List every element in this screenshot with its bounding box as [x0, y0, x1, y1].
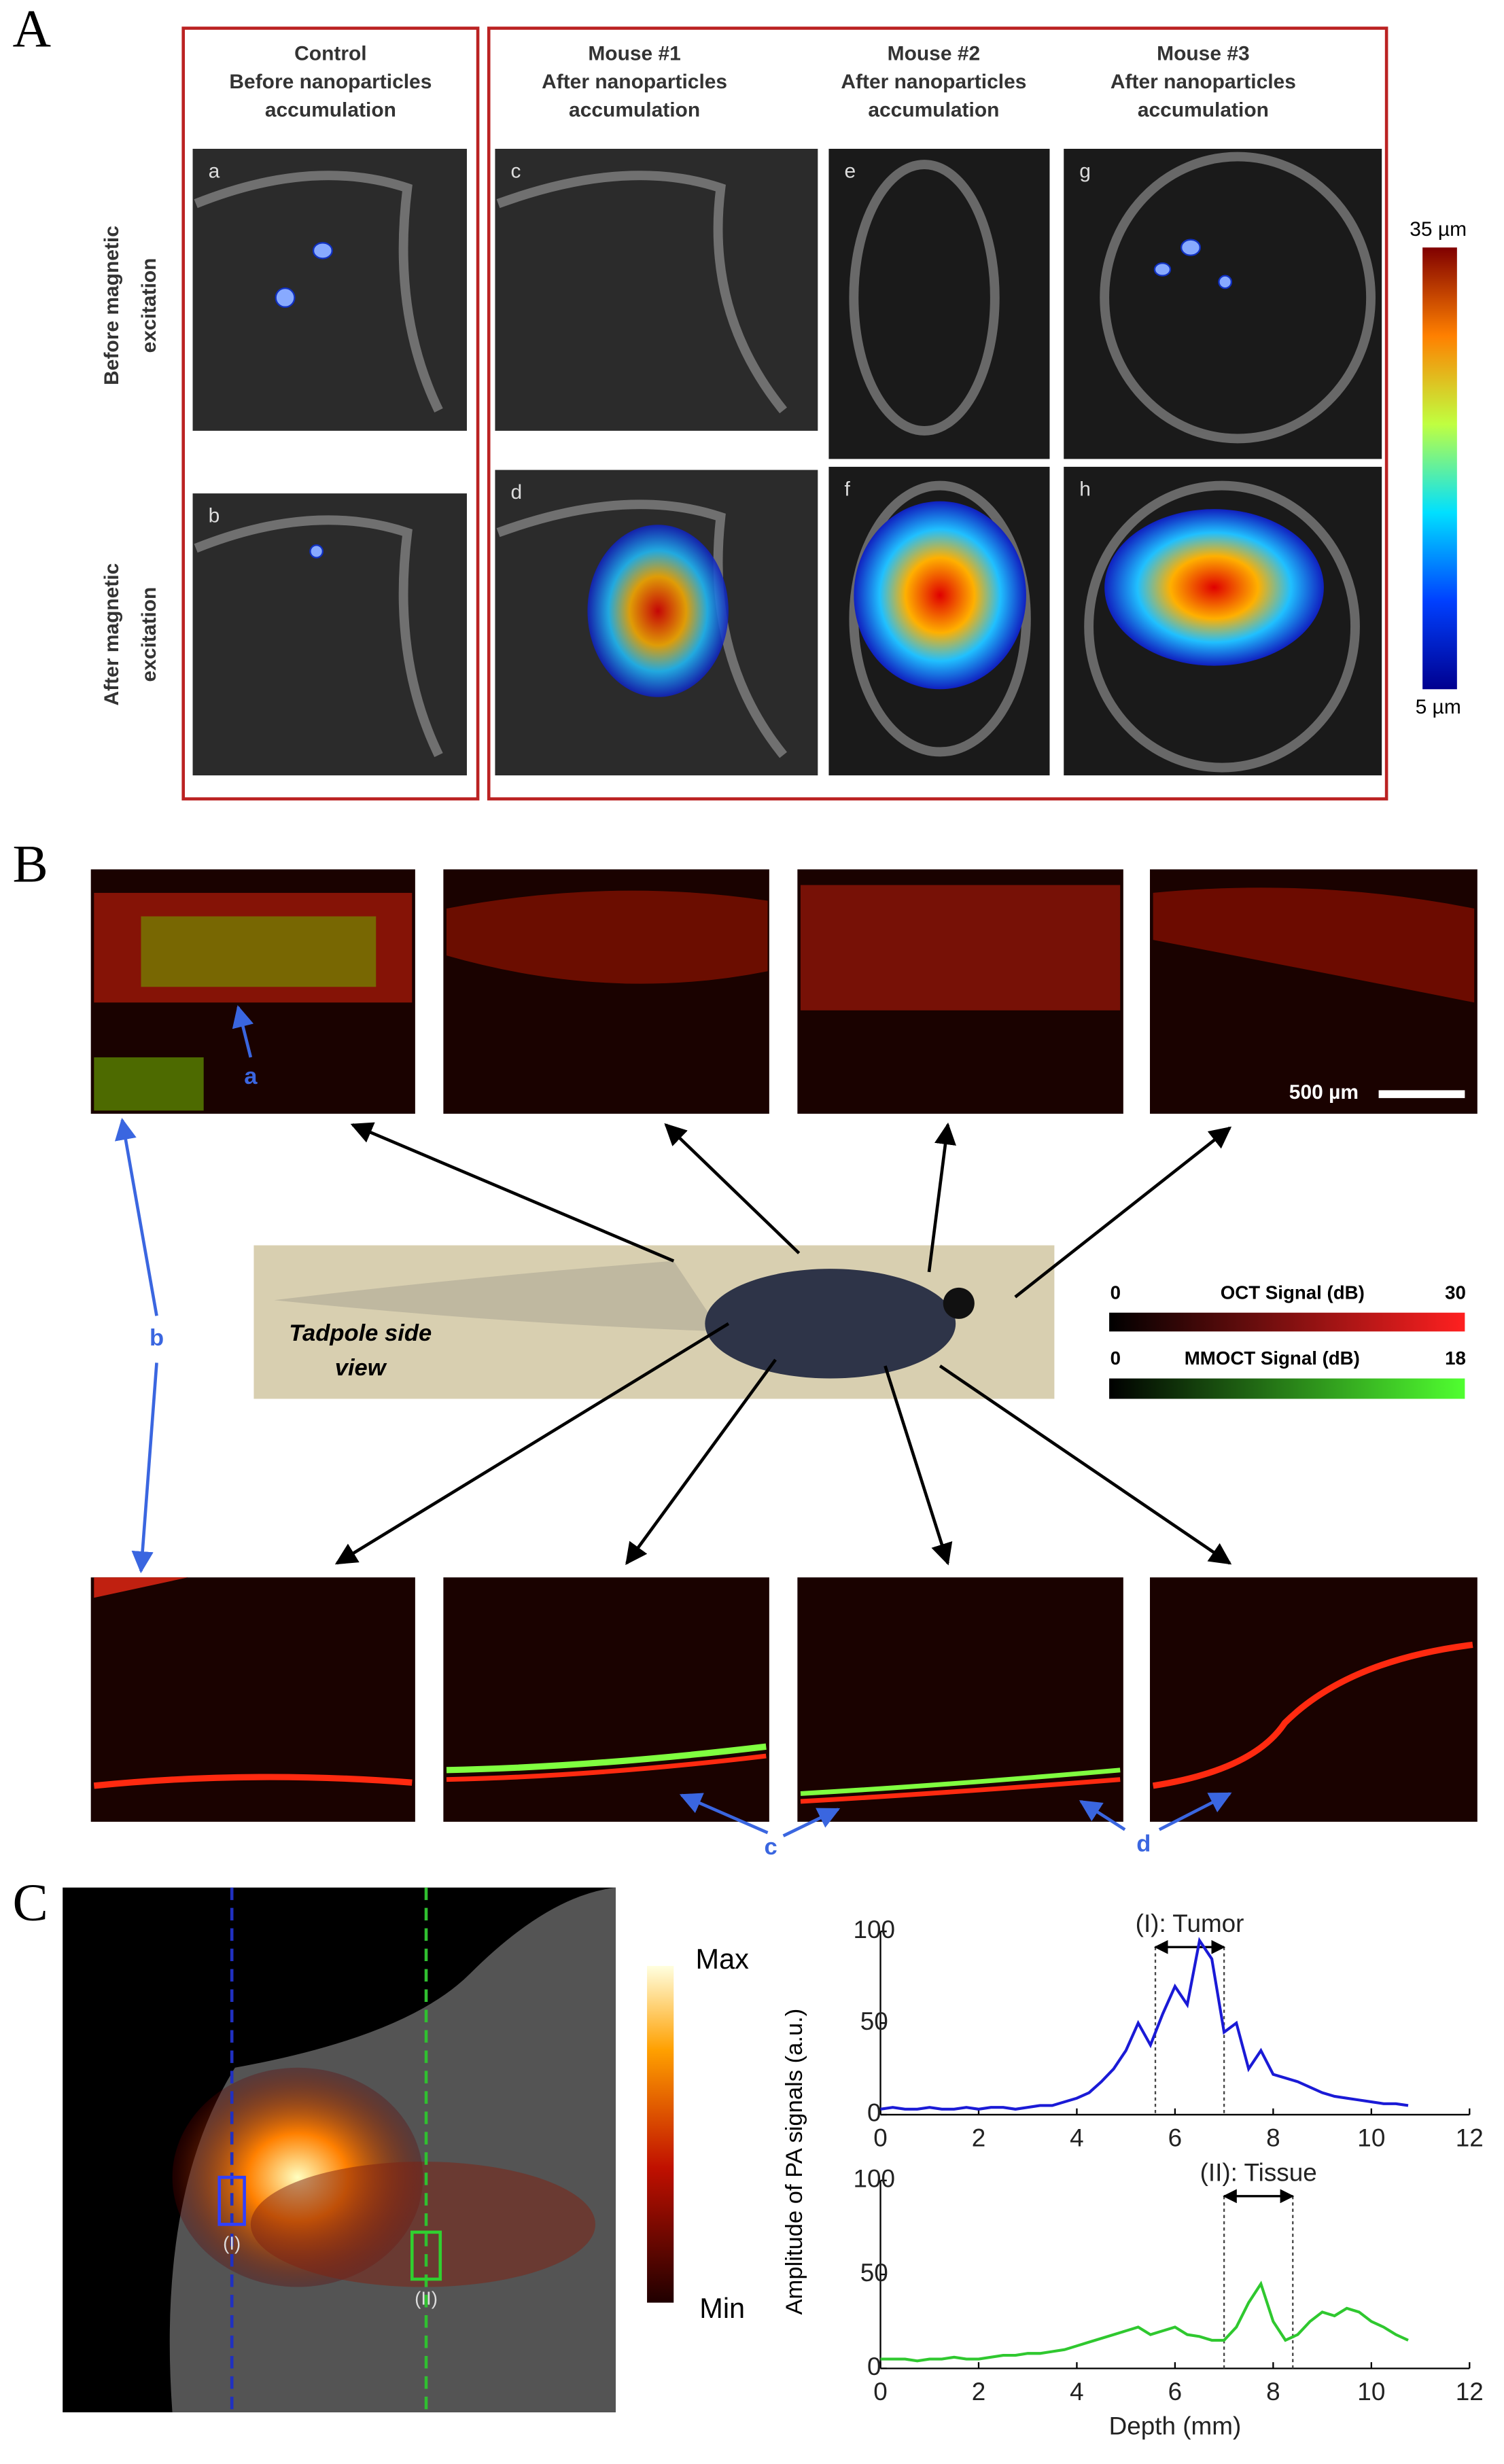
- y-tick-label: 50: [860, 2007, 888, 2035]
- y-tick-label: 0: [867, 2353, 881, 2380]
- column-header: Mouse #3: [1157, 43, 1250, 65]
- x-tick-label: 0: [873, 2124, 888, 2152]
- column-header: After nanoparticles: [542, 71, 727, 93]
- colorbar-label: 0: [1110, 1348, 1121, 1369]
- callout: a: [244, 1063, 258, 1089]
- callout: d: [1136, 1831, 1151, 1857]
- colorbar-label: 18: [1445, 1348, 1466, 1369]
- column-header: After nanoparticles: [841, 71, 1026, 93]
- group-box: [181, 27, 480, 800]
- y-tick-label: 100: [854, 1916, 896, 1943]
- row-label: After magnetic: [101, 563, 123, 706]
- subpanel-label: b: [209, 505, 220, 527]
- colorbar-label: 0: [1110, 1282, 1121, 1303]
- column-header: accumulation: [569, 99, 700, 122]
- callout-arrows: [122, 1005, 1232, 1837]
- scale-bar: [1378, 1090, 1465, 1098]
- panel-label: A: [12, 0, 51, 58]
- arrows: [334, 1122, 1232, 1566]
- column-header: accumulation: [1138, 99, 1269, 122]
- subpanel-label: g: [1079, 160, 1091, 182]
- column-header: accumulation: [868, 99, 999, 122]
- column-header: Control: [294, 43, 366, 65]
- column-header: accumulation: [265, 99, 396, 122]
- colorbar-title: OCT Signal (dB): [1221, 1282, 1365, 1303]
- colorbar-label: 5 µm: [1416, 696, 1461, 718]
- photo-caption: view: [335, 1355, 387, 1381]
- callout: b: [150, 1325, 164, 1351]
- subpanel-label: a: [209, 160, 220, 182]
- x-tick-label: 12: [1456, 2378, 1484, 2406]
- x-tick-label: 8: [1266, 2124, 1280, 2152]
- callout: c: [765, 1834, 777, 1860]
- roi-label: (I): [223, 2233, 241, 2254]
- colorbar-label: Max: [696, 1943, 750, 1975]
- y-tick-label: 50: [860, 2259, 888, 2287]
- subpanel-label: e: [845, 160, 856, 182]
- subpanel-label: f: [845, 478, 851, 500]
- column-header: Mouse #1: [588, 43, 681, 65]
- x-tick-label: 12: [1456, 2124, 1484, 2152]
- x-tick-label: 10: [1357, 2124, 1385, 2152]
- row-label: excitation: [138, 587, 160, 682]
- x-tick-label: 4: [1070, 2378, 1084, 2406]
- x-tick-label: 10: [1357, 2378, 1385, 2406]
- x-tick-label: 2: [972, 2124, 986, 2152]
- group-box: [487, 27, 1388, 800]
- colorbar-label: 30: [1445, 1282, 1466, 1303]
- colorbar: [1109, 1378, 1465, 1399]
- x-tick-label: 8: [1266, 2378, 1280, 2406]
- panel-label: C: [12, 1873, 48, 1932]
- row-label: Before magnetic: [101, 226, 123, 385]
- annotation-text: (II): Tissue: [1200, 2158, 1317, 2186]
- tadpole-tail: [274, 1261, 721, 1332]
- x-tick-label: 6: [1168, 2378, 1183, 2406]
- column-header: Before nanoparticles: [229, 71, 432, 93]
- subpanel-label: c: [510, 160, 521, 182]
- photo-caption: Tadpole side: [289, 1320, 432, 1346]
- row-label: excitation: [138, 258, 160, 353]
- subpanel-label: h: [1079, 478, 1091, 500]
- roi-label: (II): [415, 2287, 438, 2308]
- y-tick-label: 0: [867, 2099, 881, 2127]
- tadpole-body: [705, 1269, 956, 1379]
- data-line: [880, 1937, 1409, 2111]
- colorbar: [1422, 247, 1457, 690]
- tadpole-eye: [943, 1287, 975, 1319]
- column-header: After nanoparticles: [1110, 71, 1296, 93]
- data-line: [880, 2281, 1409, 2363]
- colorbar-label: 35 µm: [1410, 218, 1467, 241]
- x-tick-label: 4: [1070, 2124, 1084, 2152]
- colorbar-label: Min: [699, 2292, 745, 2324]
- ultrasound-images: [192, 148, 1382, 776]
- y-tick-label: 100: [854, 2165, 896, 2193]
- x-tick-label: 2: [972, 2378, 986, 2406]
- colorbar: [647, 1965, 674, 2303]
- x-tick-label: 0: [873, 2378, 888, 2406]
- subpanel-label: d: [510, 481, 522, 504]
- pa-image: [63, 1887, 616, 2412]
- x-axis-label: Depth (mm): [1109, 2412, 1242, 2440]
- scale-bar-label: 500 µm: [1289, 1081, 1359, 1104]
- panel-label: B: [12, 834, 48, 893]
- oct-images: [90, 869, 1477, 1822]
- colorbar-title: MMOCT Signal (dB): [1185, 1348, 1360, 1369]
- colorbar: [1109, 1312, 1465, 1332]
- x-tick-label: 6: [1168, 2124, 1183, 2152]
- annotation-text: (I): Tumor: [1136, 1909, 1244, 1937]
- y-axis-label: Amplitude of PA signals (a.u.): [782, 2009, 807, 2315]
- column-header: Mouse #2: [888, 43, 981, 65]
